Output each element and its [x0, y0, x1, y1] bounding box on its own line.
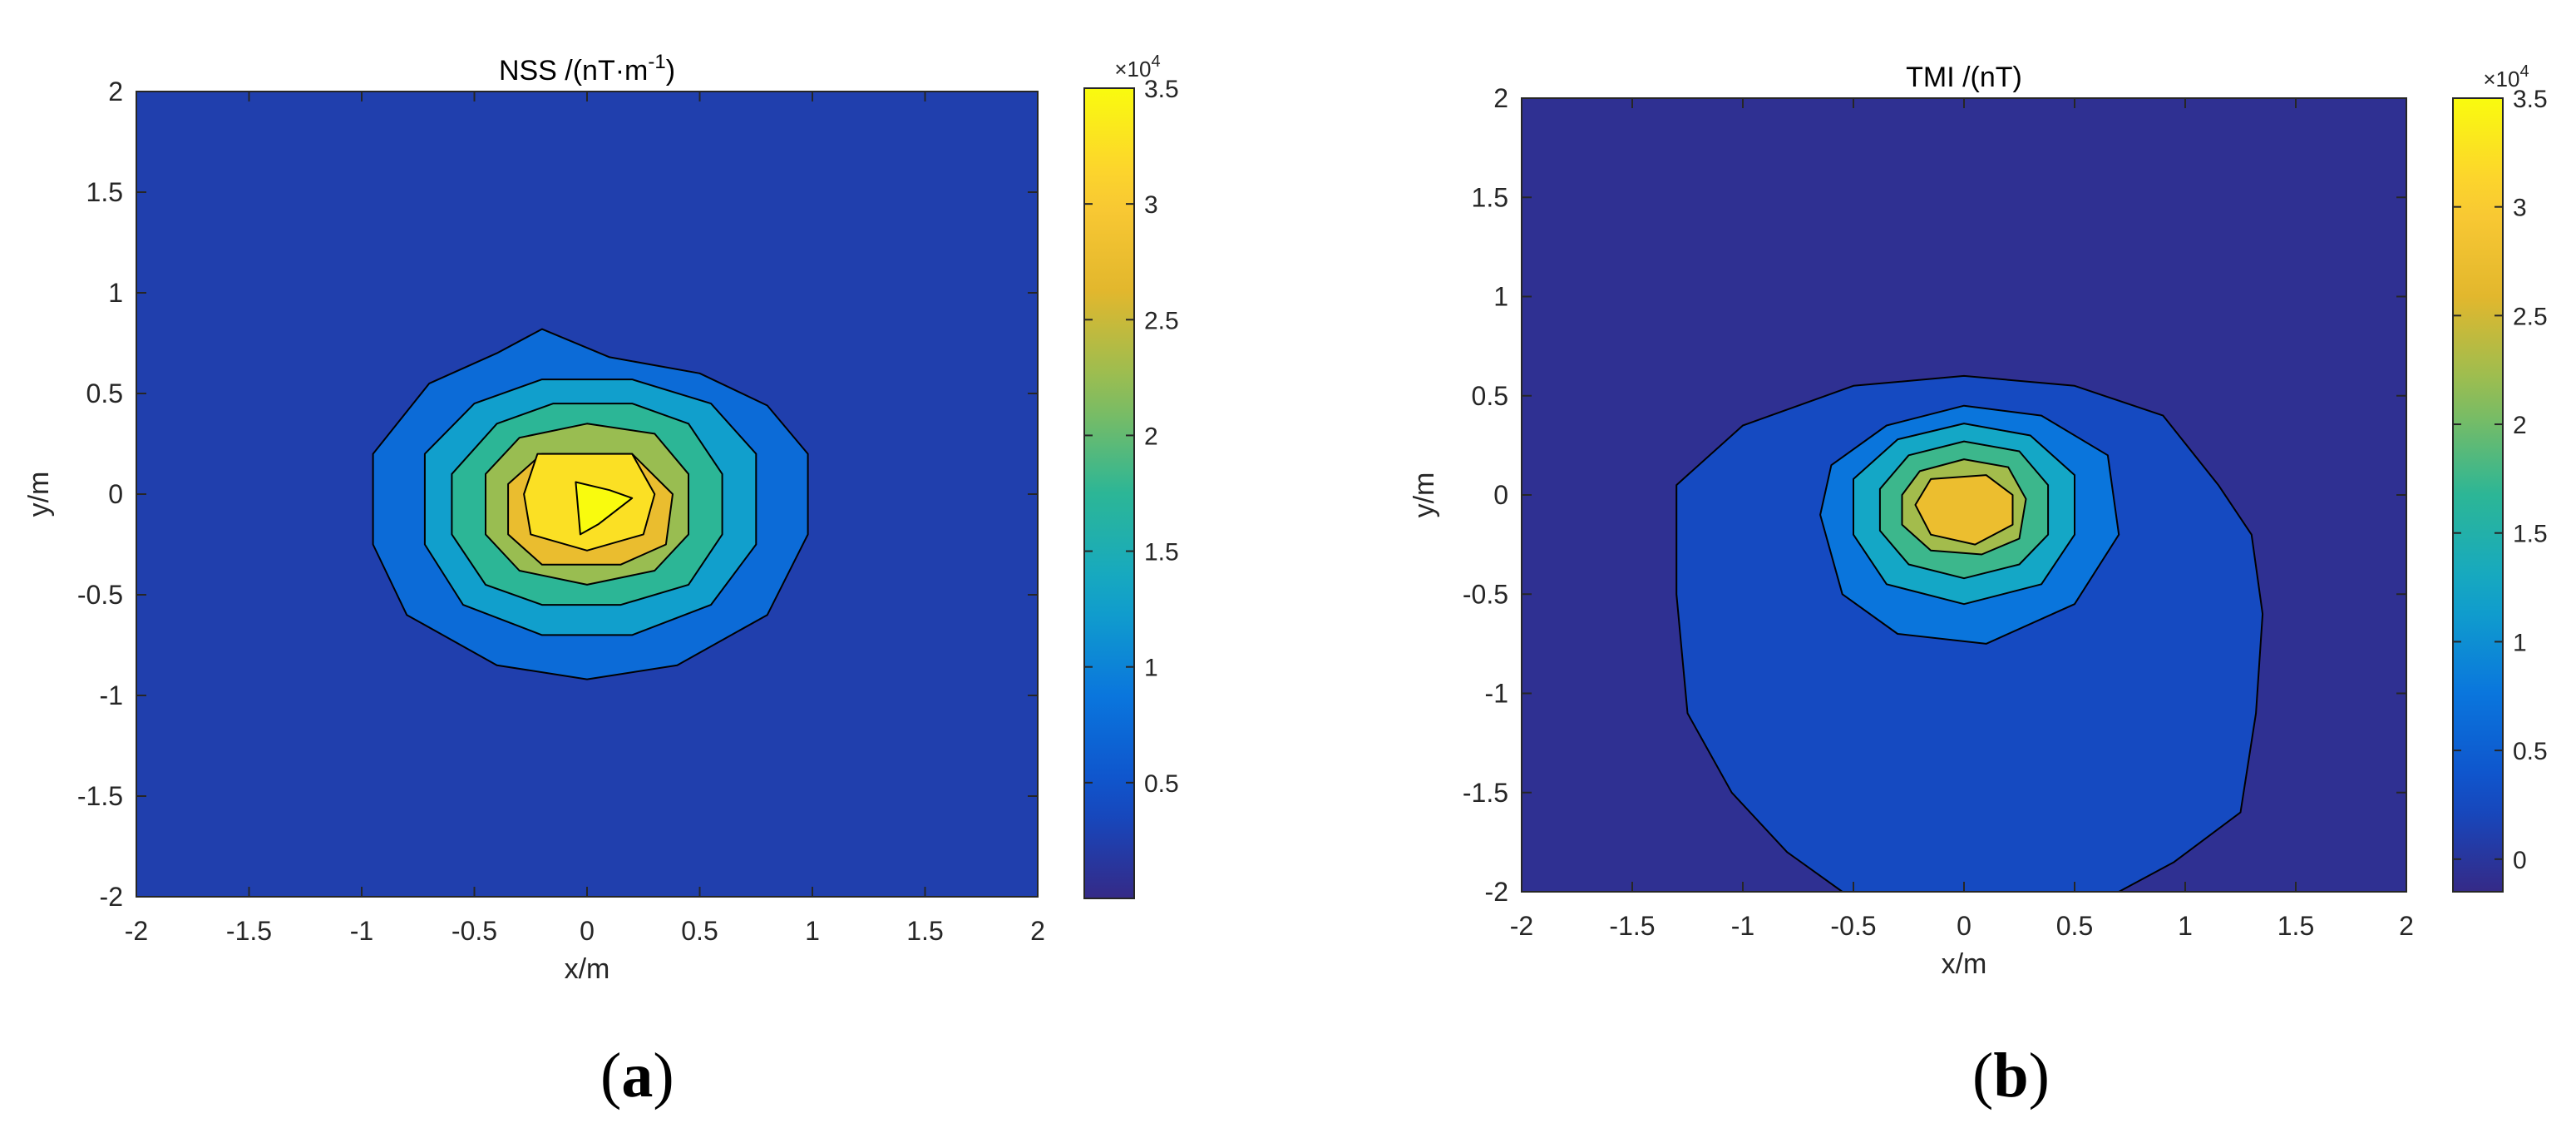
x-tick-label: -1	[350, 916, 373, 946]
x-tick-label: -0.5	[1830, 911, 1876, 941]
colorbar-tick-label: 1.5	[1144, 539, 1179, 566]
y-axis-label: y/m	[23, 472, 55, 517]
contour-level-25000	[1914, 474, 2014, 546]
y-tick-label: 1	[108, 278, 123, 308]
colorbar-tick-label: 3	[2513, 195, 2527, 222]
y-tick-label: -0.5	[77, 580, 123, 610]
colorbar	[1083, 87, 1135, 899]
y-tick-label: 0.5	[1472, 381, 1508, 411]
x-tick-label: 0.5	[681, 916, 718, 946]
colorbar-tick-label: 1.5	[2513, 521, 2548, 548]
panel-b-contour-plot: -2 -1.5 -1 -0.5 0 0.5 1 1.5 2 -2 -1.5 -1 -0.5 0 0.5 1 1.…	[1409, 62, 2548, 980]
colorbar-tick-label: 0.5	[2513, 738, 2548, 765]
panel-label-a: (a)	[600, 1041, 674, 1111]
x-axis-label: x/m	[1942, 948, 1987, 980]
y-tick-label: 1.5	[86, 177, 123, 207]
y-tick-label: -1	[1485, 679, 1508, 709]
x-tick-label: -2	[1510, 911, 1533, 941]
x-tick-label: 0	[580, 916, 595, 946]
colorbar-tick-label: 3.5	[2513, 86, 2548, 113]
colorbar-tick-label: 2.5	[2513, 303, 2548, 330]
x-tick-label: 1	[2178, 911, 2193, 941]
y-tick-label: -1.5	[1463, 778, 1508, 808]
y-tick-label: -2	[1485, 877, 1508, 907]
x-tick-label: 2	[1030, 916, 1045, 946]
x-tick-label: 0.5	[2056, 911, 2093, 941]
colorbar-tick-label: 3.5	[1144, 76, 1179, 103]
y-tick-label: 0	[108, 479, 123, 509]
y-tick-label: -1.5	[77, 781, 123, 811]
contour-level-34000	[575, 481, 634, 536]
x-tick-label: 1	[805, 916, 820, 946]
y-tick-label: 0	[1493, 480, 1508, 510]
colorbar-tick-label: 0	[2513, 847, 2527, 874]
y-tick-label: 1.5	[1472, 182, 1508, 212]
colorbar-tick-label: 1	[1144, 655, 1158, 682]
x-tick-label: -1.5	[1609, 911, 1655, 941]
y-tick-label: 2	[1493, 83, 1508, 113]
panel-label-b: (b)	[1972, 1041, 2050, 1111]
x-tick-label: 1.5	[2277, 911, 2314, 941]
colorbar-tick-label: 2	[1144, 423, 1158, 450]
colorbar	[2452, 97, 2504, 893]
x-axis-label: x/m	[565, 953, 610, 985]
y-tick-label: 2	[108, 77, 123, 106]
y-tick-label: 0.5	[86, 378, 123, 408]
chart-title: NSS /(nT·m-1)	[499, 51, 675, 87]
colorbar-tick-label: 2	[2513, 412, 2527, 439]
x-tick-label: 1.5	[906, 916, 943, 946]
colorbar-multiplier: ×104	[1114, 52, 1160, 82]
colorbar-tick-label: 3	[1144, 191, 1158, 219]
chart-title: TMI /(nT)	[1906, 62, 2022, 93]
y-tick-label: -0.5	[1463, 579, 1508, 609]
colorbar-tick-label: 1	[2513, 629, 2527, 656]
y-tick-label: 1	[1493, 282, 1508, 312]
colorbar-tick-label: 0.5	[1144, 770, 1179, 798]
y-tick-label: -2	[100, 882, 123, 912]
y-axis-label: y/m	[1409, 472, 1440, 518]
panel-a-contour-plot: -2 -1.5 -1 -0.5 0 0.5 1 1.5 2 -2 -1.5 -1 -0.5 0 0.5 1 1.…	[23, 51, 1179, 985]
x-tick-label: 0	[1957, 911, 1971, 941]
x-tick-label: 2	[2399, 911, 2414, 941]
x-tick-label: -1.5	[226, 916, 272, 946]
x-tick-label: -0.5	[452, 916, 497, 946]
x-tick-label: -1	[1731, 911, 1754, 941]
x-tick-label: -2	[125, 916, 148, 946]
colorbar-multiplier: ×104	[2483, 62, 2529, 92]
colorbar-tick-label: 2.5	[1144, 307, 1179, 334]
y-tick-label: -1	[100, 680, 123, 710]
